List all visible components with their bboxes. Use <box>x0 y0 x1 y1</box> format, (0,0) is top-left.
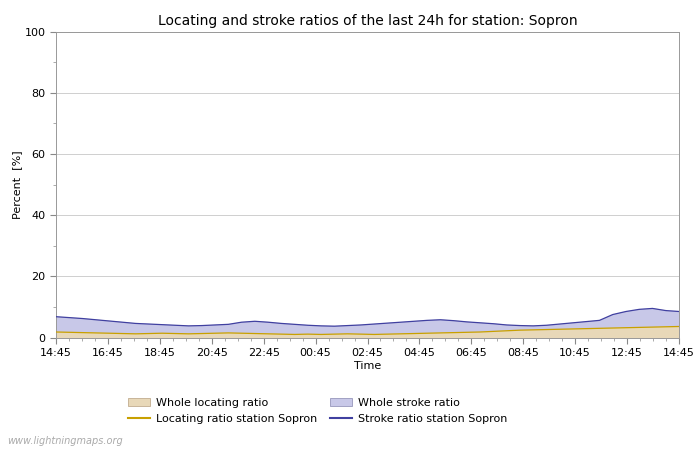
Legend: Whole locating ratio, Locating ratio station Sopron, Whole stroke ratio, Stroke : Whole locating ratio, Locating ratio sta… <box>128 398 508 424</box>
X-axis label: Time: Time <box>354 361 381 371</box>
Title: Locating and stroke ratios of the last 24h for station: Sopron: Locating and stroke ratios of the last 2… <box>158 14 578 27</box>
Text: www.lightningmaps.org: www.lightningmaps.org <box>7 436 122 446</box>
Y-axis label: Percent  [%]: Percent [%] <box>12 150 22 219</box>
